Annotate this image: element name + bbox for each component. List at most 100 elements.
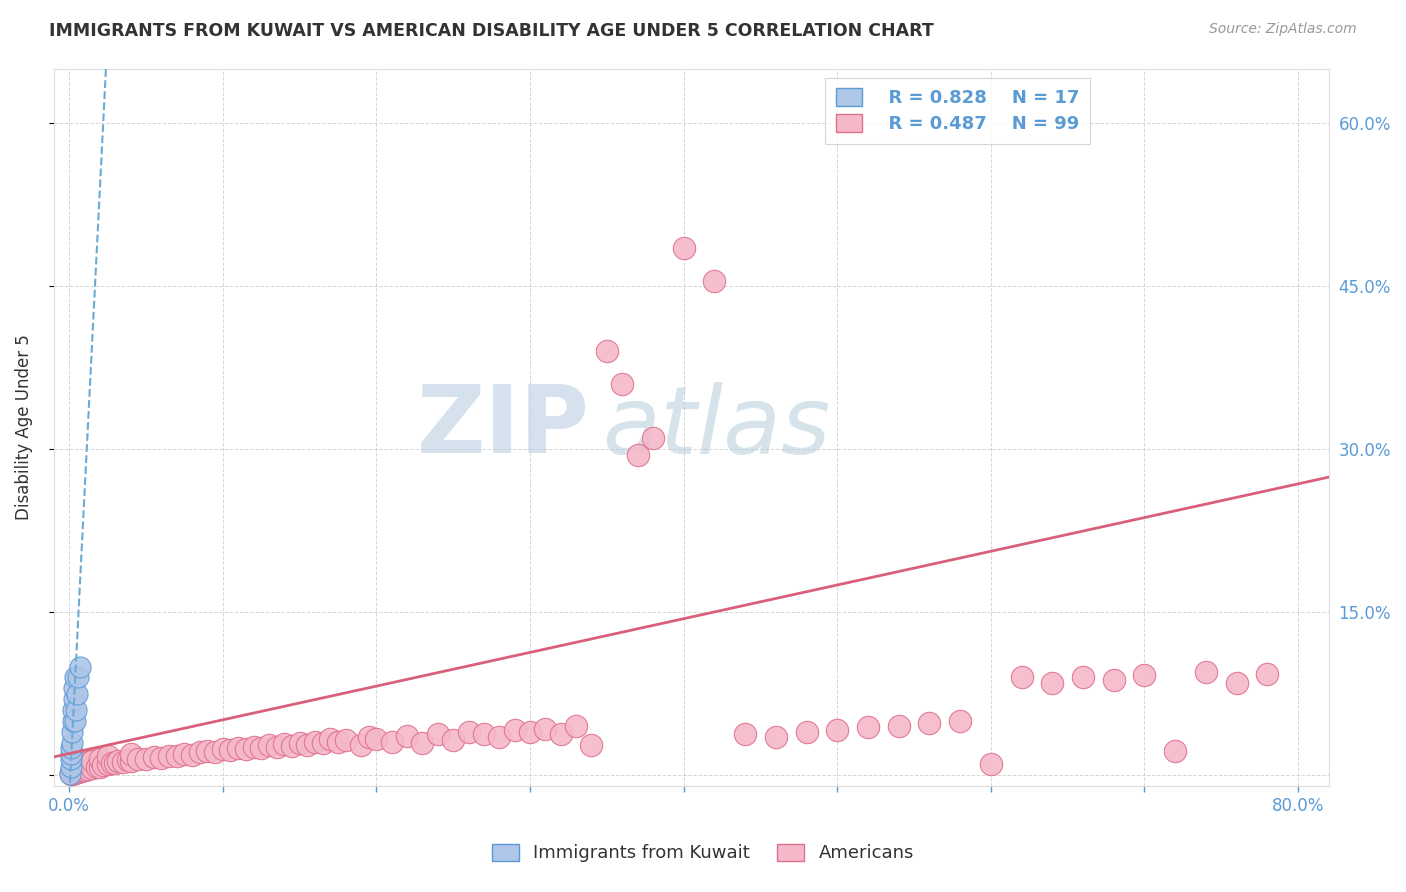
Point: [60, 767, 83, 781]
Point: [117, 753, 139, 767]
Point: [257, 738, 280, 752]
Point: [127, 752, 149, 766]
Point: [157, 748, 180, 763]
Point: [235, 742, 257, 756]
Point: [66, 687, 89, 701]
Point: [62, 763, 84, 777]
Point: [67, 759, 90, 773]
Point: [67, 764, 90, 779]
Point: [1133, 668, 1156, 682]
Point: [60, 736, 83, 750]
Point: [641, 431, 664, 445]
Point: [73, 756, 96, 771]
Point: [70, 757, 93, 772]
Point: [60, 764, 83, 778]
Point: [672, 241, 695, 255]
Point: [181, 747, 204, 762]
Point: [89, 752, 111, 766]
Point: [82, 754, 104, 768]
Point: [765, 730, 787, 744]
Point: [980, 757, 1002, 772]
Point: [173, 747, 195, 761]
Point: [60, 724, 83, 739]
Point: [204, 746, 226, 760]
Point: [166, 748, 188, 763]
Point: [89, 759, 111, 773]
Point: [86, 759, 108, 773]
Point: [82, 761, 104, 775]
Point: [91, 758, 114, 772]
Point: [304, 734, 326, 748]
Point: [266, 739, 288, 754]
Point: [1102, 673, 1125, 687]
Point: [856, 721, 879, 735]
Point: [550, 727, 572, 741]
Point: [67, 670, 90, 684]
Point: [65, 762, 87, 776]
Point: [534, 722, 557, 736]
Point: [1195, 665, 1218, 679]
Point: [703, 274, 725, 288]
Point: [150, 751, 173, 765]
Point: [76, 756, 98, 770]
Point: [66, 764, 89, 779]
Point: [59, 752, 82, 766]
Point: [242, 739, 264, 754]
Point: [734, 727, 756, 741]
Point: [596, 344, 619, 359]
Point: [120, 754, 142, 768]
Y-axis label: Disability Age Under 5: Disability Age Under 5: [15, 334, 32, 520]
Point: [59, 764, 82, 779]
Point: [59, 767, 82, 781]
Point: [381, 734, 404, 748]
Point: [101, 756, 124, 771]
Text: Source: ZipAtlas.com: Source: ZipAtlas.com: [1209, 22, 1357, 37]
Point: [1256, 667, 1278, 681]
Point: [796, 724, 818, 739]
Point: [581, 738, 603, 752]
Text: atlas: atlas: [602, 382, 831, 473]
Text: IMMIGRANTS FROM KUWAIT VS AMERICAN DISABILITY AGE UNDER 5 CORRELATION CHART: IMMIGRANTS FROM KUWAIT VS AMERICAN DISAB…: [49, 22, 934, 40]
Point: [297, 738, 319, 752]
Point: [65, 766, 87, 780]
Point: [366, 732, 388, 747]
Point: [949, 714, 972, 728]
Point: [357, 730, 380, 744]
Point: [76, 762, 98, 776]
Point: [59, 767, 82, 781]
Point: [59, 759, 82, 773]
Point: [1040, 676, 1063, 690]
Point: [281, 739, 304, 753]
Point: [472, 727, 495, 741]
Point: [69, 764, 91, 778]
Point: [97, 757, 120, 772]
Legend: Immigrants from Kuwait, Americans: Immigrants from Kuwait, Americans: [485, 837, 921, 870]
Point: [1164, 744, 1187, 758]
Point: [326, 734, 349, 748]
Point: [288, 736, 311, 750]
Point: [72, 763, 94, 777]
Text: ZIP: ZIP: [416, 382, 589, 474]
Point: [69, 758, 91, 772]
Point: [396, 729, 419, 743]
Point: [426, 727, 449, 741]
Point: [273, 737, 295, 751]
Point: [1071, 670, 1094, 684]
Point: [1011, 670, 1033, 684]
Point: [62, 703, 84, 717]
Point: [111, 756, 134, 770]
Point: [188, 746, 211, 760]
Point: [887, 719, 910, 733]
Legend:   R = 0.828    N = 17,   R = 0.487    N = 99: R = 0.828 N = 17, R = 0.487 N = 99: [825, 78, 1090, 144]
Point: [350, 738, 373, 752]
Point: [918, 716, 941, 731]
Point: [1226, 676, 1249, 690]
Point: [411, 736, 433, 750]
Point: [62, 766, 84, 780]
Point: [120, 747, 142, 761]
Point: [319, 732, 342, 747]
Point: [97, 748, 120, 763]
Point: [70, 764, 93, 778]
Point: [104, 756, 127, 771]
Point: [311, 736, 333, 750]
